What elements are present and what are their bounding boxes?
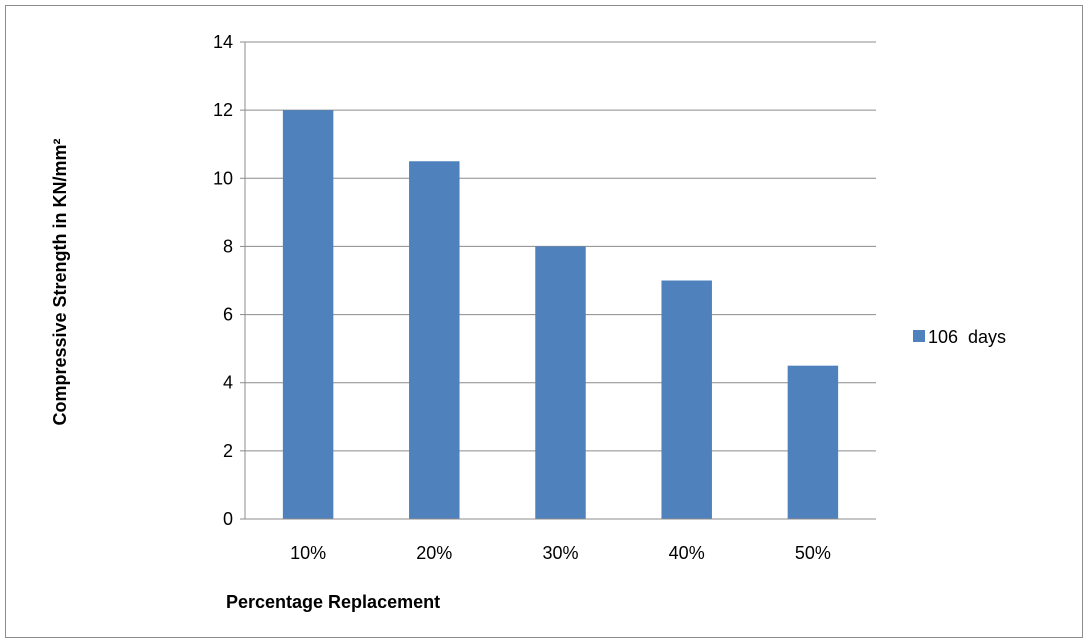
- legend-swatch: [913, 330, 925, 342]
- y-tick-label: 8: [223, 236, 233, 256]
- x-tick-label: 40%: [669, 543, 705, 563]
- y-tick-label: 12: [213, 100, 233, 120]
- x-tick-label: 10%: [290, 543, 326, 563]
- x-tick-label: 50%: [795, 543, 831, 563]
- y-tick-label: 10: [213, 168, 233, 188]
- bar-30pct: [535, 246, 586, 519]
- x-tick-label: 20%: [416, 543, 452, 563]
- legend-label: 106 days: [928, 327, 1006, 347]
- x-axis-title: Percentage Replacement: [226, 592, 440, 612]
- bar-40pct: [661, 280, 712, 519]
- bar-20pct: [409, 161, 460, 519]
- bar-50pct: [787, 365, 839, 519]
- y-tick-label: 14: [213, 32, 233, 52]
- x-tick-labels: 10% 20% 30% 40% 50%: [290, 543, 831, 563]
- y-tick-labels: 0 2 4 6 8 10 12 14: [213, 32, 233, 529]
- y-tick-label: 6: [223, 305, 233, 325]
- axes: [240, 41, 876, 520]
- legend: 106 days: [913, 327, 1006, 347]
- y-tick-label: 2: [223, 441, 233, 461]
- x-tick-label: 30%: [542, 543, 578, 563]
- bars: [282, 110, 839, 520]
- gridlines: [245, 41, 876, 452]
- y-tick-label: 0: [223, 509, 233, 529]
- y-axis-title: Compressive Strength in KN/mm²: [50, 138, 70, 425]
- bar-10pct: [282, 110, 334, 520]
- y-tick-label: 4: [223, 373, 233, 393]
